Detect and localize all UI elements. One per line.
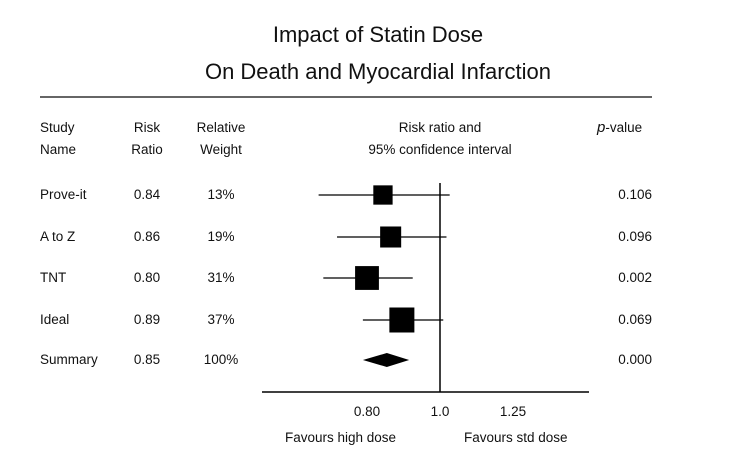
x-tick-label-1: 1.0 — [430, 404, 450, 419]
header-ci-line2: 95% confidence interval — [368, 142, 512, 157]
study-0-weight: 13% — [207, 187, 235, 202]
summary-p-value: 0.000 — [618, 352, 652, 367]
study-1-ratio: 0.86 — [133, 229, 161, 244]
study-2-marker — [355, 266, 379, 290]
header-weight-line2: Weight — [200, 142, 242, 157]
study-3-p-value: 0.069 — [618, 312, 652, 327]
study-0-p-value: 0.106 — [618, 187, 652, 202]
header-p-rest: -value — [605, 120, 643, 135]
study-0-ratio: 0.84 — [133, 187, 161, 202]
summary-weight: 100% — [203, 352, 239, 367]
header-study-line1: Study — [40, 120, 75, 135]
header-ci-line1: Risk ratio and — [398, 120, 482, 135]
summary-diamond — [362, 353, 410, 367]
header-p-italic: p — [597, 119, 606, 136]
study-3-name: Ideal — [40, 312, 70, 327]
summary-ratio: 0.85 — [133, 352, 161, 367]
header-p-value: p-value — [597, 120, 642, 136]
study-1-weight: 19% — [207, 229, 235, 244]
study-3-weight: 37% — [207, 312, 235, 327]
study-2-ratio: 0.80 — [133, 270, 161, 285]
header-weight-line1: Relative — [196, 120, 246, 135]
study-0-marker — [373, 185, 393, 205]
x-tick-label-2: 1.25 — [499, 404, 527, 419]
header-study-line2: Name — [40, 142, 77, 157]
study-1-marker — [380, 226, 402, 248]
header-ratio-line1: Risk — [133, 120, 161, 135]
summary-name: Summary — [40, 352, 98, 367]
study-1-p-value: 0.096 — [618, 229, 652, 244]
study-2-weight: 31% — [207, 270, 235, 285]
study-3-ratio: 0.89 — [133, 312, 161, 327]
x-tick-label-0: 0.80 — [353, 404, 381, 419]
favours-right-label: Favours std dose — [464, 430, 568, 445]
favours-left-label: Favours high dose — [285, 430, 397, 445]
study-3-marker — [389, 307, 415, 333]
study-2-name: TNT — [40, 270, 67, 285]
header-ratio-line2: Ratio — [131, 142, 163, 157]
chart-title: Impact of Statin Dose — [272, 22, 484, 47]
chart-subtitle: On Death and Myocardial Infarction — [204, 59, 552, 84]
study-0-name: Prove-it — [40, 187, 87, 202]
study-2-p-value: 0.002 — [618, 270, 652, 285]
study-1-name: A to Z — [40, 229, 76, 244]
